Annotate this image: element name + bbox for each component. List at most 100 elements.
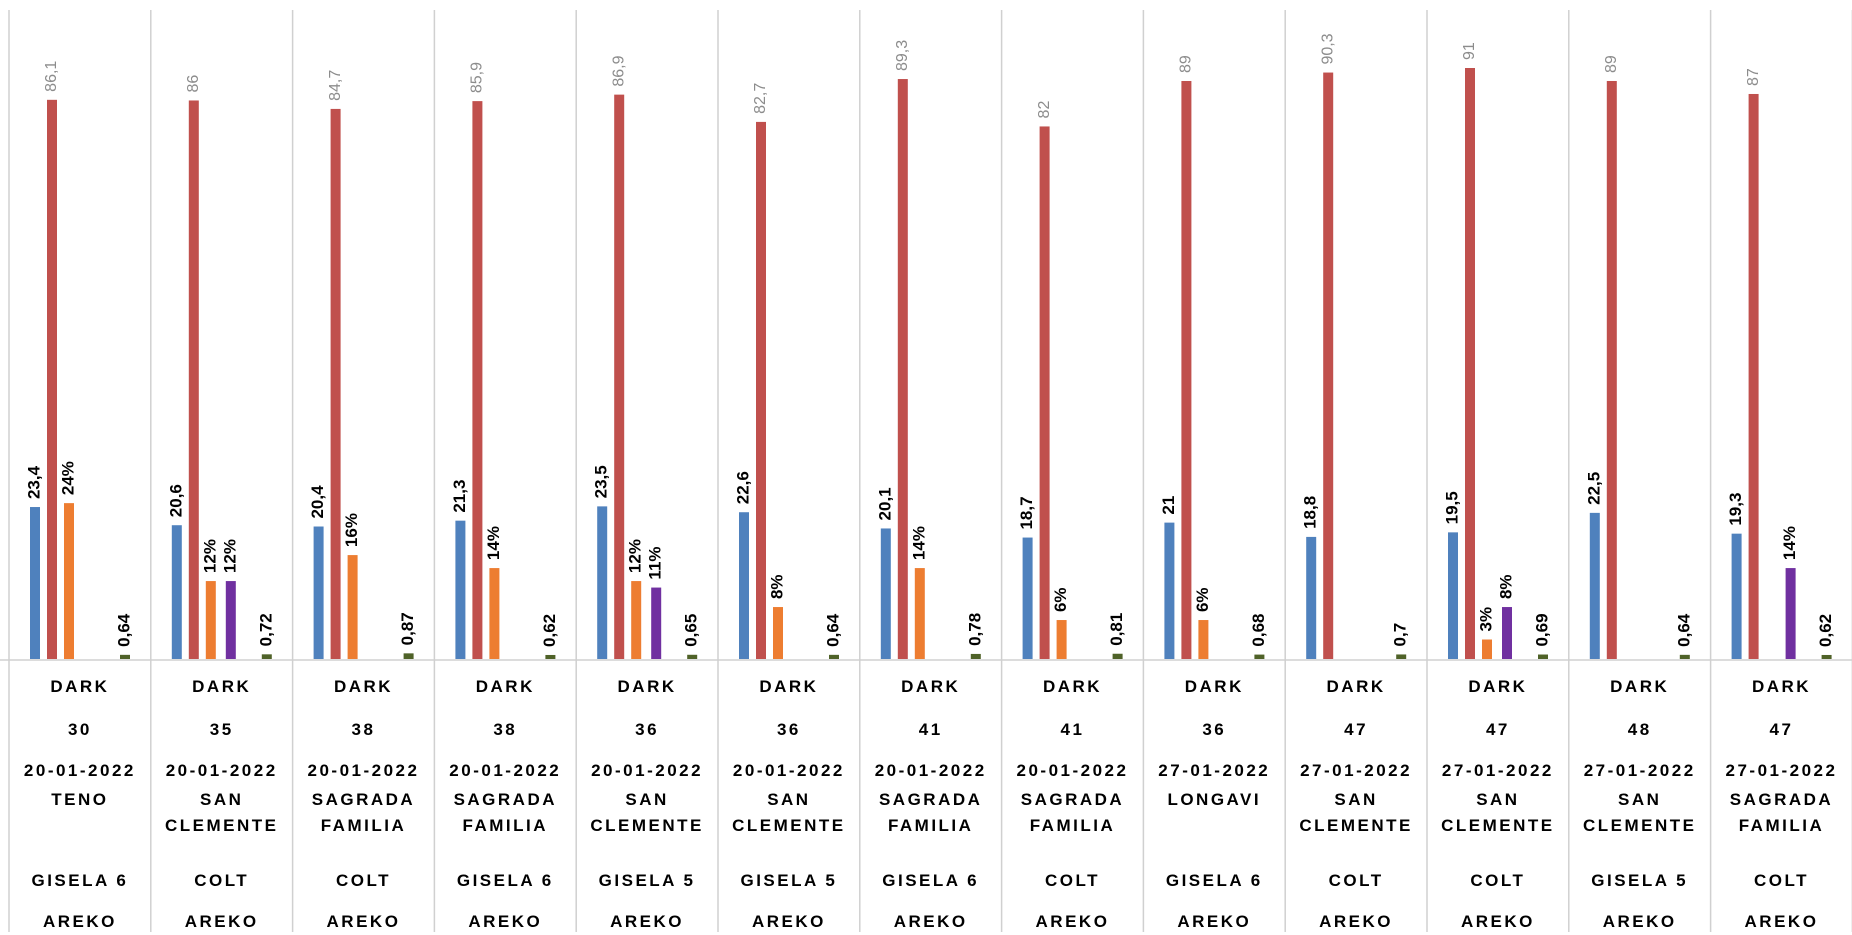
value-label: 82,7 (752, 83, 769, 114)
bar (1465, 68, 1475, 659)
value-label: 8% (767, 574, 786, 599)
value-label: 90,3 (1319, 33, 1336, 64)
category-label: DARK (475, 677, 535, 696)
value-label: 23,4 (24, 465, 43, 499)
value-label: 0,7 (1391, 623, 1410, 647)
bar (687, 654, 698, 659)
category-label: GISELA 6 (1165, 871, 1263, 890)
bar (64, 503, 74, 659)
category-label: 20-01-2022 (732, 761, 845, 780)
bar (30, 507, 40, 659)
bar (47, 99, 57, 660)
value-label: 87 (1745, 68, 1762, 86)
category-label: AREKO (1177, 912, 1252, 931)
value-label: 6% (1193, 587, 1212, 612)
category-label: COLT (335, 871, 391, 890)
bar (614, 94, 625, 660)
category-label: 20-01-2022 (874, 761, 987, 780)
category-label: AREKO (1744, 912, 1819, 931)
bar (756, 121, 766, 659)
bar (1748, 93, 1759, 659)
bar (597, 506, 608, 659)
bar (225, 581, 236, 659)
value-label: 0,62 (1816, 614, 1835, 647)
bar (1606, 80, 1617, 659)
category-label: SAGRADA FAMILIA (878, 790, 983, 835)
bar (773, 607, 783, 659)
bar (489, 568, 500, 659)
category-label: 48 (1627, 720, 1652, 739)
value-label: 89,3 (894, 40, 911, 71)
value-label: 0,81 (1107, 613, 1126, 646)
category-label: DARK (1184, 677, 1244, 696)
value-label: 86,1 (43, 61, 60, 92)
value-label: 84,7 (327, 70, 344, 101)
category-label: 27-01-2022 (1441, 761, 1554, 780)
category-label: DARK (50, 677, 110, 696)
bar (1731, 533, 1742, 659)
bar (1323, 72, 1334, 660)
bar (1785, 568, 1796, 659)
category-label: GISELA 6 (456, 871, 554, 890)
category-label: 36 (635, 720, 660, 739)
bar (1254, 654, 1265, 659)
value-label: 0,65 (682, 614, 701, 647)
category-label: COLT (194, 871, 250, 890)
category-label: DARK (333, 677, 394, 696)
bar (739, 512, 749, 659)
bar (1538, 654, 1548, 659)
category-label: 27-01-2022 (1583, 761, 1696, 780)
category-label: SAN CLEMENTE (1441, 790, 1555, 835)
category-label: SAN CLEMENTE (590, 790, 704, 835)
bar (347, 555, 358, 659)
value-label: 14% (1780, 526, 1799, 560)
value-label: 18,7 (1017, 496, 1036, 529)
value-label: 0,72 (256, 613, 275, 646)
category-label: AREKO (184, 912, 259, 931)
category-label: 35 (209, 720, 234, 739)
value-label: 0,64 (823, 613, 842, 647)
bar (1306, 536, 1317, 659)
category-label: DARK (1468, 677, 1528, 696)
value-label: 20,6 (166, 484, 185, 517)
category-label: 36 (776, 720, 801, 739)
category-label: SAGRADA FAMILIA (1729, 790, 1834, 835)
value-label: 0,78 (965, 613, 984, 646)
bar (205, 581, 216, 659)
value-label: 8% (1496, 574, 1515, 599)
category-label: SAN CLEMENTE (1299, 790, 1413, 835)
category-label: DARK (617, 677, 677, 696)
value-label: 86 (185, 75, 202, 93)
value-label: 0,62 (540, 614, 559, 647)
bar (1821, 654, 1832, 659)
category-label: AREKO (468, 912, 543, 931)
value-label: 16% (342, 513, 361, 547)
category-label: 41 (918, 720, 943, 739)
value-label: 12% (220, 539, 239, 573)
category-label: GISELA 5 (598, 871, 696, 890)
bar (1056, 620, 1067, 659)
category-label: SAGRADA FAMILIA (311, 790, 416, 835)
category-label: GISELA 5 (740, 871, 838, 890)
bar (829, 654, 839, 659)
category-label: 27-01-2022 (1725, 761, 1838, 780)
category-label: 20-01-2022 (449, 761, 562, 780)
category-label: 20-01-2022 (591, 761, 704, 780)
bar (1396, 654, 1407, 659)
category-label: DARK (759, 677, 819, 696)
category-label: AREKO (1460, 912, 1535, 931)
category-label: AREKO (326, 912, 401, 931)
bar (1448, 532, 1458, 659)
category-label: COLT (1753, 871, 1809, 890)
bar (1502, 607, 1512, 659)
category-label: SAN CLEMENTE (732, 790, 846, 835)
value-label: 85,9 (469, 62, 486, 93)
value-label: 11% (646, 546, 665, 579)
value-label: 0,87 (398, 612, 417, 645)
bar (651, 587, 662, 659)
category-label: 20-01-2022 (23, 761, 136, 780)
value-label: 22,5 (1584, 472, 1603, 505)
category-label: DARK (1751, 677, 1812, 696)
category-label: GISELA 5 (1591, 871, 1689, 890)
